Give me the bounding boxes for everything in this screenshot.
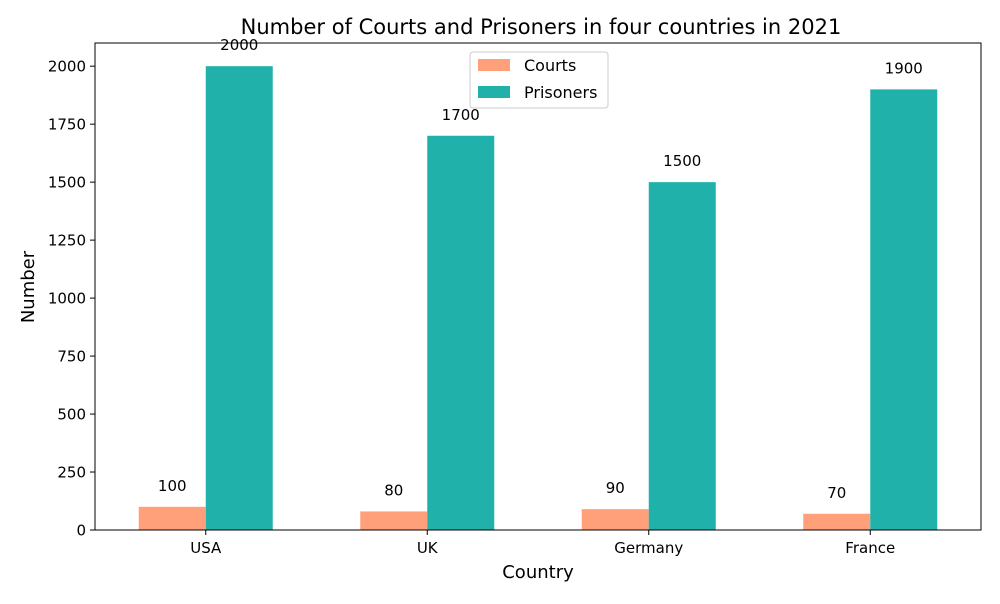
legend-label-prisoners: Prisoners (524, 83, 597, 102)
y-tick-label: 2000 (48, 58, 86, 76)
bar-prisoners-germany (648, 182, 716, 530)
y-tick-label: 500 (57, 406, 86, 424)
data-label: 1500 (663, 152, 701, 170)
legend-label-courts: Courts (524, 56, 576, 75)
bar-courts-france (803, 513, 871, 530)
data-label: 90 (606, 479, 625, 497)
data-label: 70 (827, 484, 846, 502)
bar-prisoners-uk (427, 135, 495, 530)
y-tick-label: 1000 (48, 290, 86, 308)
x-tick-label: USA (190, 539, 222, 557)
bar-prisoners-france (870, 89, 938, 530)
x-tick-label: France (845, 539, 895, 557)
data-labels: 100 80 90 70 2000 1700 1500 1900 (158, 36, 923, 502)
legend: Courts Prisoners (469, 51, 609, 109)
data-label: 2000 (220, 36, 258, 54)
axis-ticks: 0 250 500 750 1000 1250 1500 1750 2000 USA UK Germa… (48, 58, 895, 557)
bar-courts-germany (581, 509, 649, 530)
data-label: 1900 (885, 59, 923, 77)
legend-swatch-courts (478, 59, 510, 71)
y-tick-label: 1250 (48, 232, 86, 250)
bar-courts-uk (360, 511, 428, 530)
data-label: 1700 (442, 106, 480, 124)
y-tick-label: 250 (57, 464, 86, 482)
data-label: 100 (158, 477, 187, 495)
y-tick-label: 1750 (48, 116, 86, 134)
y-tick-label: 0 (76, 522, 86, 540)
y-tick-label: 1500 (48, 174, 86, 192)
x-tick-label: UK (417, 539, 439, 557)
data-label: 80 (384, 481, 403, 499)
legend-swatch-prisoners (478, 86, 510, 98)
x-tick-label: Germany (614, 539, 683, 557)
bar-prisoners-usa (205, 66, 273, 530)
plot-frame (94, 42, 982, 531)
y-axis-label: Number (18, 250, 39, 323)
bars (138, 66, 938, 530)
chart-title: Number of Courts and Prisoners in four c… (241, 15, 842, 39)
y-tick-label: 750 (57, 348, 86, 366)
bar-courts-usa (138, 506, 206, 530)
x-axis-label: Country (502, 562, 574, 583)
